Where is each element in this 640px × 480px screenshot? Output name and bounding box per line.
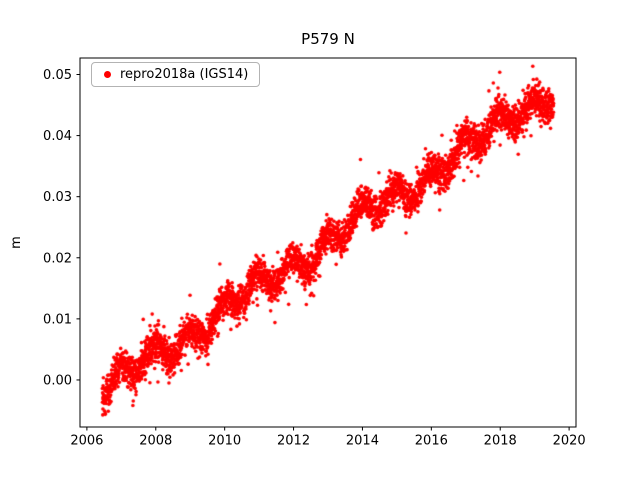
legend-label: repro2018a (IGS14) [120,67,249,82]
legend: repro2018a (IGS14) [91,62,261,87]
legend-marker-dot-icon [104,71,111,78]
